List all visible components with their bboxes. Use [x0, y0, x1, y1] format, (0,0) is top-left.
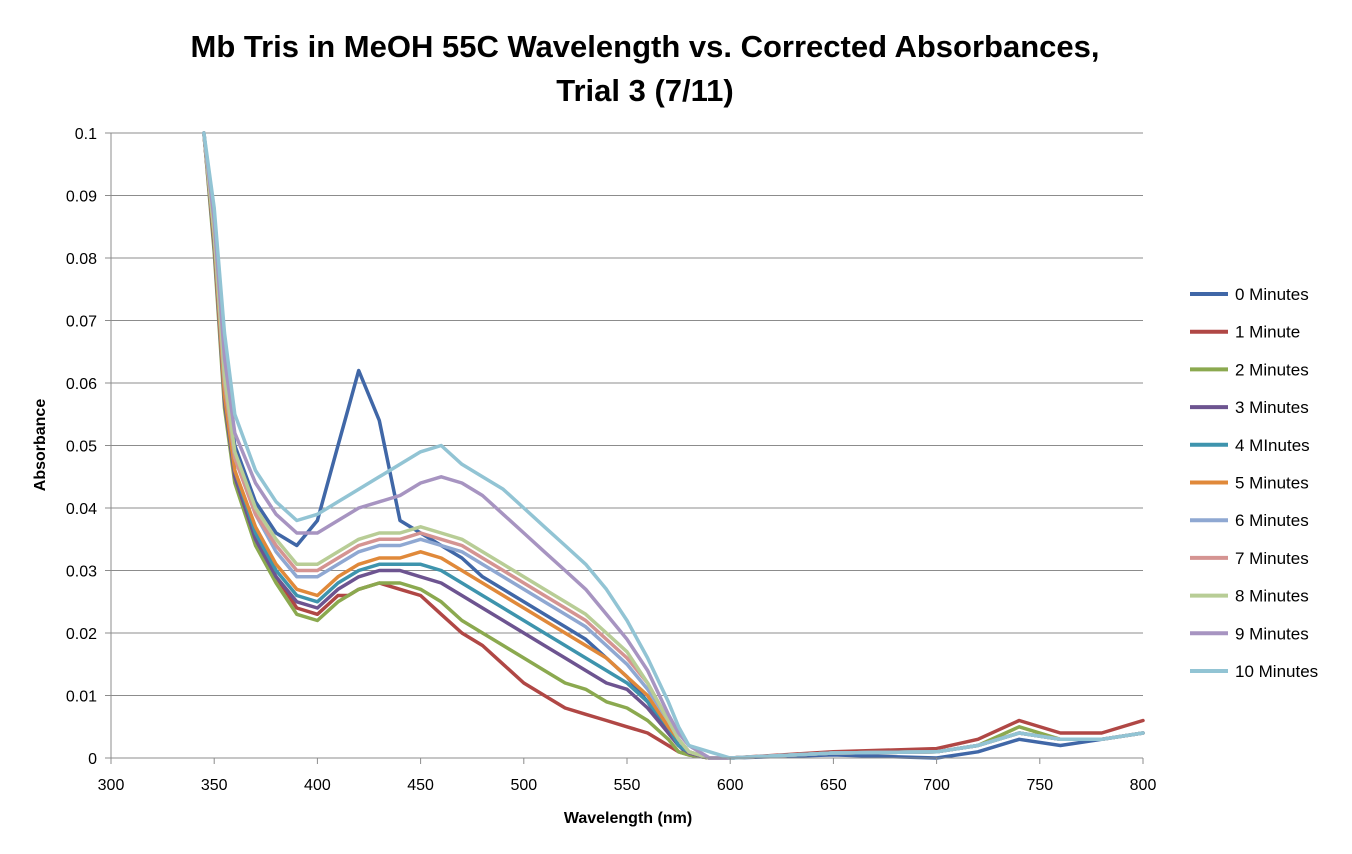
legend-label-9: 9 Minutes [1235, 624, 1309, 643]
x-tick-label-10: 800 [1130, 777, 1157, 794]
gridlines [111, 132, 1143, 696]
y-tick-label-3: 0.03 [66, 564, 97, 581]
legend-label-6: 6 Minutes [1235, 511, 1309, 530]
legend: 0 Minutes 1 Minute 2 Minutes 3 Minutes 4 MIn… [1190, 285, 1318, 681]
series-line-10 [202, 131, 1145, 760]
series-line-0 [202, 131, 1145, 760]
legend-label-10: 10 Minutes [1235, 662, 1318, 681]
legend-label-5: 5 Minutes [1235, 474, 1309, 493]
legend-label-1: 1 Minute [1235, 323, 1300, 342]
y-tick-label-9: 0.09 [66, 189, 97, 206]
x-tick-label-3: 450 [407, 777, 434, 794]
legend-label-4: 4 MInutes [1235, 436, 1310, 455]
y-tick-label-10: 0.1 [75, 126, 97, 143]
x-tick-label-6: 600 [717, 777, 744, 794]
y-tick-label-8: 0.08 [66, 251, 97, 268]
y-tick-label-4: 0.04 [66, 501, 97, 518]
y-tick-label-0: 0 [88, 751, 97, 768]
x-tick-label-5: 550 [614, 777, 641, 794]
y-tick-label-2: 0.02 [66, 626, 97, 643]
y-tick-labels: 0 0.01 0.02 0.03 0.04 0.05 0.06 0.07 0.08 0.09 0.1 [66, 126, 97, 768]
plot-area [202, 131, 1145, 760]
x-tick-labels: 300 350 400 450 500 550 600 650 700 750 800 [98, 777, 1157, 794]
y-axis-label: Absorbance [32, 399, 49, 492]
chart-title-line-2: Trial 3 (7/11) [556, 73, 734, 108]
y-tick-label-6: 0.06 [66, 376, 97, 393]
legend-label-3: 3 Minutes [1235, 398, 1309, 417]
x-tick-label-1: 350 [201, 777, 228, 794]
x-tick-label-8: 700 [923, 777, 950, 794]
x-tick-label-2: 400 [304, 777, 331, 794]
x-axis-label: Wavelength (nm) [564, 810, 692, 827]
chart-title-line-1: Mb Tris in MeOH 55C Wavelength vs. Corre… [191, 29, 1100, 64]
x-tick-label-7: 650 [820, 777, 847, 794]
y-tick-label-5: 0.05 [66, 439, 97, 456]
legend-label-7: 7 Minutes [1235, 549, 1309, 568]
legend-label-2: 2 Minutes [1235, 360, 1309, 379]
axes [105, 132, 1144, 764]
x-tick-label-0: 300 [98, 777, 125, 794]
chart-title: Mb Tris in MeOH 55C Wavelength vs. Corre… [191, 29, 1100, 108]
x-tick-label-4: 500 [510, 777, 537, 794]
y-tick-label-1: 0.01 [66, 689, 97, 706]
y-tick-label-7: 0.07 [66, 314, 97, 331]
legend-label-8: 8 Minutes [1235, 587, 1309, 606]
x-tick-label-9: 750 [1026, 777, 1053, 794]
legend-label-0: 0 Minutes [1235, 285, 1309, 304]
